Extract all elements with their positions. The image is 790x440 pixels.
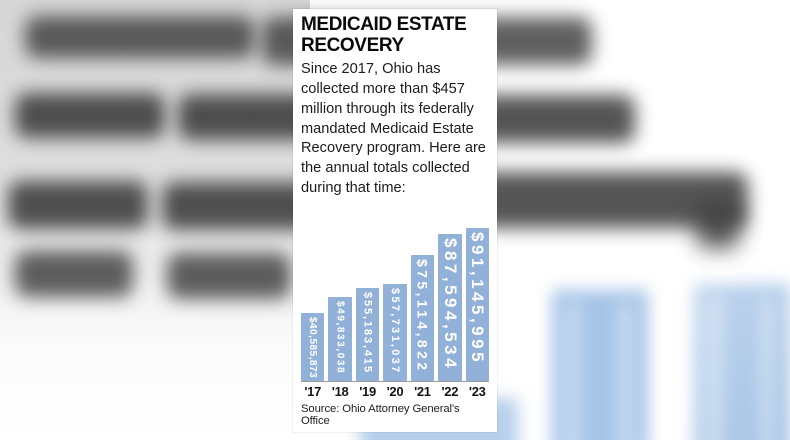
bg-blurred-headline-row2-a [15, 93, 165, 138]
x-tick-label: '21 [414, 384, 431, 399]
bar-value-label: $75,114,822 [414, 259, 431, 374]
infographic-panel: MEDICAID ESTATE RECOVERY Since 2017, Ohi… [293, 9, 497, 432]
bar-value-label: $55,183,415 [361, 292, 374, 375]
bar-17: $40,585,873 [301, 313, 325, 381]
source-note: Source: Ohio Attorney General's Office [301, 403, 460, 427]
bar-value-label: $49,833,038 [334, 301, 346, 375]
x-tick-label: '18 [331, 384, 349, 399]
x-tick-label: '20 [386, 384, 404, 399]
bar-22: $87,594,534 [438, 234, 462, 381]
panel-intro: Since 2017, Ohio has collected more than… [301, 61, 486, 197]
bar-20: $57,731,037 [383, 284, 407, 381]
bar-21: $75,114,822 [410, 255, 435, 381]
bar-value-label: $57,731,037 [388, 288, 401, 375]
bg-bar-streak [761, 297, 774, 440]
bars-area: $40,585,873 $49,833,038 $55,183,415 $57,731… [301, 228, 489, 381]
x-axis-labels: '17 '18 '19 '20 '21 '22 '23 [301, 384, 489, 399]
x-tick-label: '22 [441, 384, 459, 399]
bg-blurred-headline-row4-b [167, 253, 291, 299]
bar-value-label: $91,145,995 [468, 232, 488, 366]
x-tick-label: '17 [304, 384, 322, 399]
bg-blurred-headline-row3-a [8, 181, 148, 229]
bar-chart: $40,585,873 $49,833,038 $55,183,415 $57,731… [301, 228, 489, 399]
bar-value-label: $40,585,873 [307, 317, 319, 379]
x-tick-label: '19 [359, 384, 376, 399]
bg-bar-streak [619, 303, 632, 440]
x-axis-line [301, 381, 489, 382]
x-tick-label: '23 [468, 384, 486, 399]
bg-blurred-bar-1 [552, 290, 648, 440]
bg-blurred-label-blob [696, 203, 740, 249]
bar-19: $55,183,415 [355, 288, 380, 381]
bg-blurred-headline-row1-a [25, 16, 255, 58]
bg-bar-streak [566, 303, 579, 440]
bar-value-label: $87,594,534 [440, 238, 460, 372]
bg-blurred-bar-2 [694, 284, 790, 440]
bar-23: $91,145,995 [465, 228, 489, 381]
bg-blurred-headline-row4-a [15, 251, 133, 297]
panel-title: MEDICAID ESTATE RECOVERY [301, 14, 467, 56]
bar-18: $49,833,038 [328, 297, 352, 381]
bg-bar-streak [708, 297, 721, 440]
